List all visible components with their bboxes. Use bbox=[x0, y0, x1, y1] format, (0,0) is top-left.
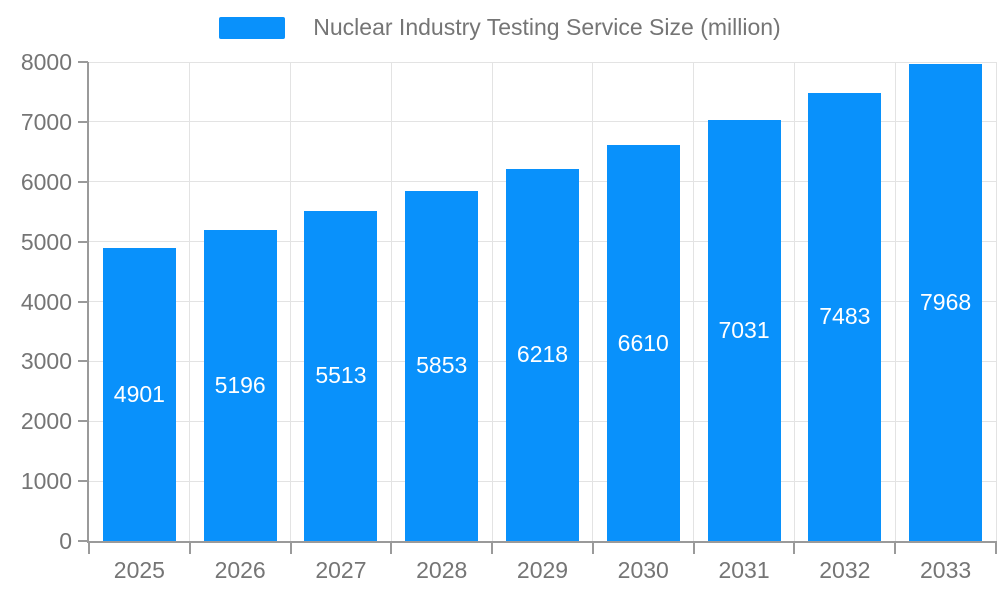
bar-value-label: 4901 bbox=[113, 380, 165, 407]
gridline-h bbox=[89, 61, 996, 63]
y-axis-label: 1000 bbox=[20, 468, 72, 495]
x-axis-tick bbox=[692, 543, 695, 554]
x-axis-tick bbox=[793, 543, 796, 554]
y-axis-label: 8000 bbox=[20, 49, 72, 75]
x-axis-tick bbox=[995, 543, 997, 554]
bar-2026[interactable]: 5196 bbox=[203, 229, 277, 541]
y-axis-tick bbox=[78, 120, 88, 123]
y-axis-tick bbox=[78, 180, 88, 183]
bar-value-label: 5513 bbox=[315, 362, 367, 389]
bar-value-label: 7031 bbox=[718, 317, 770, 344]
y-axis-label: 7000 bbox=[20, 108, 72, 135]
bar-value-label: 6610 bbox=[617, 329, 669, 356]
bar-value-label: 7483 bbox=[819, 303, 871, 330]
bar-2025[interactable]: 4901 bbox=[102, 247, 176, 541]
x-axis-label: 2032 bbox=[819, 557, 871, 583]
y-axis-tick bbox=[78, 300, 88, 303]
x-axis-tick bbox=[894, 543, 897, 554]
y-axis-tick bbox=[78, 540, 88, 542]
gridline-v bbox=[995, 62, 997, 541]
x-axis-tick bbox=[591, 543, 594, 554]
legend-swatch-icon bbox=[219, 16, 286, 39]
x-axis-label: 2030 bbox=[617, 557, 669, 583]
x-axis-tick bbox=[390, 543, 393, 554]
y-axis-label: 5000 bbox=[20, 228, 72, 255]
x-axis-label: 2029 bbox=[516, 557, 569, 583]
x-axis-label: 2033 bbox=[920, 557, 972, 583]
bar-2032[interactable]: 7483 bbox=[808, 92, 882, 541]
x-axis-label: 2028 bbox=[416, 557, 468, 583]
bar-value-label: 7968 bbox=[920, 288, 972, 315]
bar-value-label: 5853 bbox=[416, 352, 468, 379]
bar-2031[interactable]: 7031 bbox=[707, 120, 781, 541]
y-axis-line bbox=[87, 62, 89, 543]
x-axis-label: 2025 bbox=[113, 557, 165, 583]
y-axis-label: 2000 bbox=[20, 408, 72, 435]
bar-2030[interactable]: 6610 bbox=[606, 145, 680, 541]
legend-item[interactable]: Nuclear Industry Testing Service Size (m… bbox=[0, 14, 1000, 41]
gridline-v bbox=[390, 62, 392, 541]
bar-2028[interactable]: 5853 bbox=[405, 190, 479, 541]
x-axis-label: 2031 bbox=[718, 557, 770, 583]
x-axis-tick bbox=[188, 543, 191, 554]
y-axis-tick bbox=[78, 240, 88, 243]
legend-label: Nuclear Industry Testing Service Size (m… bbox=[313, 14, 781, 40]
y-axis-tick bbox=[78, 420, 88, 423]
gridline-v bbox=[290, 62, 292, 541]
gridline-v bbox=[189, 62, 191, 541]
bar-value-label: 6218 bbox=[516, 341, 569, 368]
y-axis-tick bbox=[78, 61, 88, 63]
y-axis-label: 3000 bbox=[20, 348, 72, 375]
bar-2027[interactable]: 5513 bbox=[304, 210, 378, 541]
x-axis-line bbox=[87, 541, 997, 543]
y-axis-tick bbox=[78, 480, 88, 483]
x-axis-label: 2026 bbox=[214, 557, 266, 583]
bar-2033[interactable]: 7968 bbox=[909, 63, 983, 541]
x-axis-tick bbox=[88, 543, 90, 554]
plot-area: 4901 5196 5513 5853 6218 6610 7031 7483 7968 bbox=[89, 61, 997, 541]
x-axis-tick bbox=[289, 543, 292, 554]
gridline-v bbox=[793, 62, 795, 541]
gridline-v bbox=[693, 62, 695, 541]
gridline-v bbox=[894, 62, 896, 541]
x-axis-label: 2027 bbox=[315, 557, 367, 583]
gridline-v bbox=[592, 62, 594, 541]
x-axis-tick bbox=[491, 543, 494, 554]
y-axis-label: 4000 bbox=[20, 288, 72, 315]
gridline-v bbox=[491, 62, 493, 541]
y-axis-label: 6000 bbox=[20, 168, 72, 195]
bar-value-label: 5196 bbox=[214, 371, 266, 398]
y-axis-tick bbox=[78, 360, 88, 363]
bar-2029[interactable]: 6218 bbox=[506, 168, 579, 541]
y-axis-label: 0 bbox=[59, 528, 72, 554]
gridline-h bbox=[89, 121, 996, 123]
